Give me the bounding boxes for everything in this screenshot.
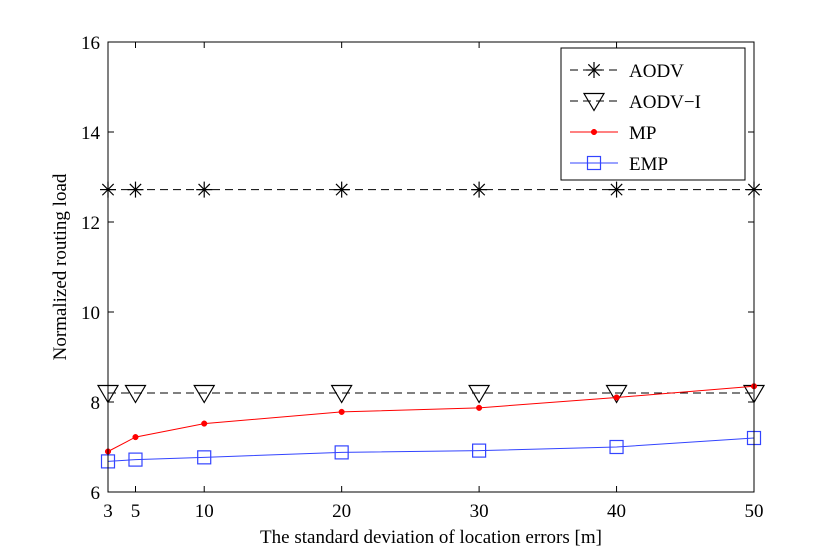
asterisk-stroke [587, 63, 601, 77]
data-point-emp [609, 439, 624, 455]
triangle-shape [605, 384, 628, 404]
y-tick-label: 16 [81, 33, 100, 54]
data-point-aodv [127, 181, 144, 198]
asterisk-stroke [610, 183, 623, 196]
y-tick-label: 6 [91, 483, 101, 504]
square-shape [334, 445, 349, 460]
triangle-shape [124, 384, 147, 404]
x-tick-label: 50 [745, 501, 764, 522]
plot-area-frame [107, 41, 755, 493]
dot-shape [613, 394, 620, 401]
dot-shape [476, 404, 483, 411]
triangle-shape [582, 92, 606, 112]
data-point-mp [201, 420, 208, 427]
data-point-aodv [608, 181, 625, 198]
triangle-shape [193, 384, 216, 404]
data-point-emp [334, 445, 349, 460]
series-line-mp [107, 385, 755, 452]
x-tick-label: 3 [103, 501, 113, 522]
data-point-aodv-i [468, 384, 491, 404]
data-point-aodv [196, 181, 213, 198]
data-point-mp [338, 408, 345, 415]
data-point-emp [472, 443, 487, 458]
square-shape [197, 450, 212, 465]
y-tick-label: 10 [81, 303, 100, 324]
square-shape [609, 439, 624, 455]
legend-marker-aodv [586, 62, 602, 78]
legend-label-aodv-i: AODV−I [629, 92, 701, 113]
square-shape [128, 452, 143, 467]
data-point-aodv [333, 181, 350, 198]
y-tick-label: 14 [81, 123, 101, 144]
dot-shape [338, 408, 345, 415]
asterisk-stroke [473, 183, 486, 196]
data-point-emp [128, 452, 143, 467]
data-point-mp [613, 394, 620, 401]
triangle-shape [330, 384, 353, 404]
legend-marker-aodv-i [582, 92, 606, 112]
asterisk-stroke [335, 183, 348, 196]
y-axis-label: Normalized routing load [50, 173, 71, 360]
dot-shape [201, 420, 208, 427]
legend-label-aodv: AODV [629, 61, 684, 82]
legend-label-mp: MP [629, 123, 656, 144]
data-point-mp [476, 404, 483, 411]
x-tick-label: 40 [607, 501, 626, 522]
tick-labels: 3 5 10 20 30 40 50 6 8 10 12 14 16 [81, 33, 764, 522]
x-tick-label: 10 [195, 501, 214, 522]
x-tick-label: 30 [470, 501, 489, 522]
legend-label-emp: EMP [629, 154, 668, 175]
y-tick-label: 8 [91, 393, 101, 414]
data-point-aodv-i [193, 384, 216, 404]
legend: AODV AODV−I MP EMP [560, 47, 746, 181]
data-point-aodv-i [124, 384, 147, 404]
series-line-emp [107, 437, 755, 462]
triangle-shape [468, 384, 491, 404]
data-point-aodv [471, 181, 488, 198]
dot-shape [132, 434, 139, 441]
y-tick-label: 12 [81, 213, 100, 234]
legend-marker-emp [586, 155, 602, 171]
data-point-mp [132, 434, 139, 441]
data-point-aodv-i [330, 384, 353, 404]
dot-shape [590, 128, 598, 136]
series-layer [96, 181, 766, 469]
asterisk-stroke [198, 183, 211, 196]
x-tick-label: 5 [131, 501, 141, 522]
square-shape [586, 155, 602, 171]
data-point-emp [197, 450, 212, 465]
asterisk-stroke [129, 183, 142, 196]
data-point-aodv-i [605, 384, 628, 404]
legend-marker-mp [590, 128, 598, 136]
x-tick-label: 20 [332, 501, 351, 522]
square-shape [472, 443, 487, 458]
x-axis-label: The standard deviation of location error… [260, 527, 602, 548]
